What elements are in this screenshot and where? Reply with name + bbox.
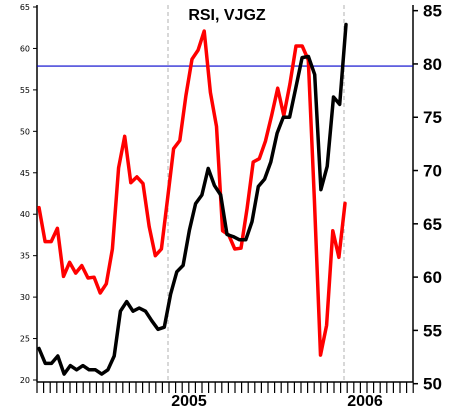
left-tick-label: 30 bbox=[20, 293, 30, 302]
right-tick-label: 65 bbox=[423, 215, 442, 234]
left-tick-label: 40 bbox=[20, 210, 30, 219]
chart-axes bbox=[36, 5, 414, 383]
x-tick-label: 2005 bbox=[171, 393, 207, 410]
left-tick-label: 25 bbox=[20, 335, 30, 344]
left-tick-label: 50 bbox=[20, 127, 30, 136]
left-tick-label: 20 bbox=[20, 376, 30, 385]
x-tick-label: 2006 bbox=[347, 393, 383, 410]
right-tick-label: 55 bbox=[423, 321, 442, 340]
red-series-line bbox=[37, 29, 347, 357]
right-tick-label: 50 bbox=[423, 375, 442, 394]
tick-group: 20 25 30 35 40 45 50 55 60 65 50 55 60 65 70 75 80 85 2005… bbox=[20, 2, 442, 410]
left-tick-label: 35 bbox=[20, 252, 30, 261]
left-tick-label: 55 bbox=[20, 86, 30, 95]
chart-title: RSI, VJGZ bbox=[188, 7, 266, 24]
right-tick-label: 85 bbox=[423, 2, 442, 21]
right-tick-label: 70 bbox=[423, 162, 442, 181]
left-tick-label: 60 bbox=[20, 44, 30, 53]
black-series-line bbox=[37, 22, 348, 376]
left-tick-label: 65 bbox=[20, 3, 30, 12]
right-tick-label: 75 bbox=[423, 108, 442, 127]
right-tick-label: 80 bbox=[423, 55, 442, 74]
series-group bbox=[37, 22, 348, 376]
right-tick-label: 60 bbox=[423, 268, 442, 287]
left-tick-label: 45 bbox=[20, 169, 30, 178]
